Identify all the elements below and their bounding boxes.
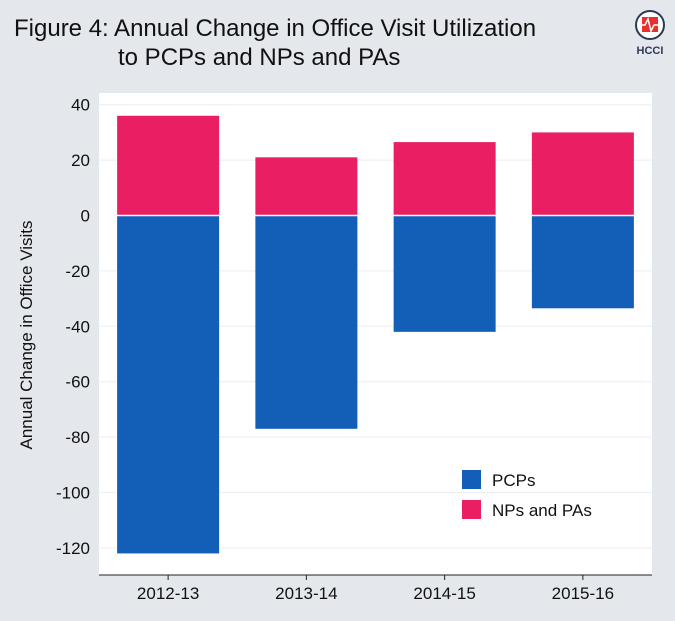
y-tick-label: 20 [71, 151, 90, 170]
bar-pcps-2015-16 [531, 215, 634, 309]
bar-nps-pas-2015-16 [531, 132, 634, 216]
bar-pcps-2012-13 [117, 215, 220, 554]
chart-title: Figure 4: Annual Change in Office Visit … [14, 14, 536, 72]
bar-pcps-2013-14 [255, 215, 358, 429]
x-tick-label: 2014-15 [413, 584, 475, 603]
x-tick-label: 2012-13 [137, 584, 199, 603]
bar-nps-pas-2014-15 [393, 142, 496, 216]
legend: PCPs NPs and PAs [462, 470, 592, 520]
bar-pcps-2014-15 [393, 215, 496, 332]
bar-nps-pas-2012-13 [117, 115, 220, 216]
legend-swatch-nps-pas [462, 500, 481, 519]
legend-swatch-pcps [462, 470, 481, 489]
bar-nps-pas-2013-14 [255, 157, 358, 216]
title-line-1: Figure 4: Annual Change in Office Visit … [14, 15, 537, 42]
x-tick-label: 2015-16 [552, 584, 614, 603]
x-tick-label: 2013-14 [275, 584, 337, 603]
y-tick-label: 40 [71, 96, 90, 115]
y-tick-label: -100 [56, 484, 90, 503]
y-tick-label: -40 [65, 317, 90, 336]
y-tick-label: -120 [56, 539, 90, 558]
svg-text:HCCI: HCCI [637, 45, 664, 57]
y-tick-label: -80 [65, 428, 90, 447]
title-line-2: to PCPs and NPs and PAs [118, 44, 401, 71]
legend-label-pcps: PCPs [492, 471, 535, 490]
y-tick-label: 0 [81, 207, 90, 226]
y-tick-label: -20 [65, 262, 90, 281]
y-axis-label: Annual Change in Office Visits [17, 220, 36, 449]
y-tick-label: -60 [65, 373, 90, 392]
hcci-logo: HCCI [635, 10, 665, 57]
legend-label-nps-pas: NPs and PAs [492, 501, 592, 520]
